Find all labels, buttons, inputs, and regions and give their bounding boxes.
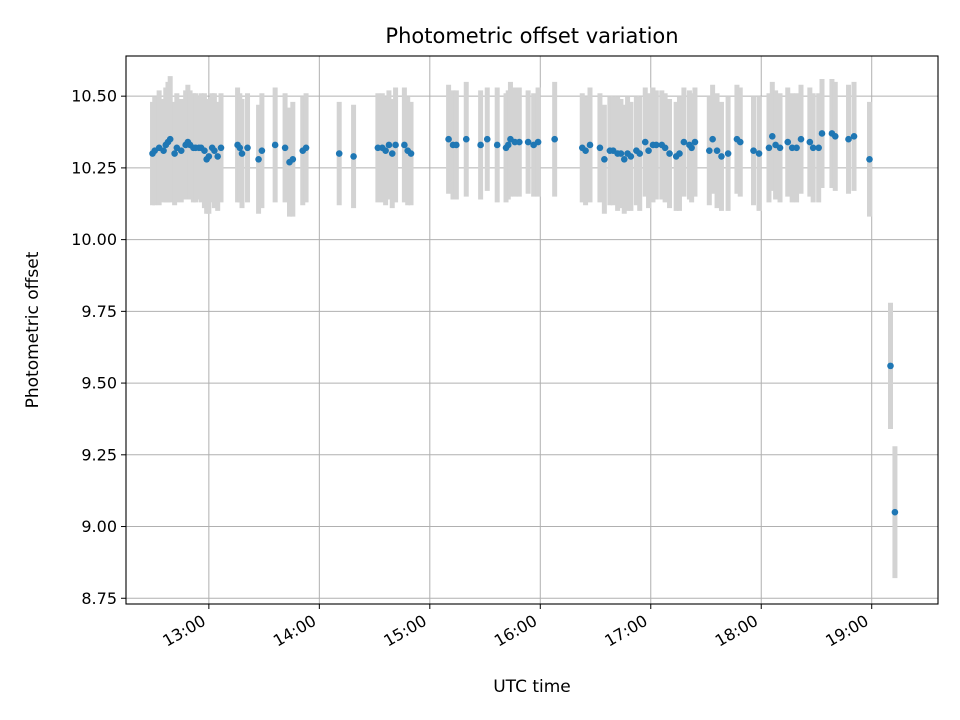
data-point bbox=[166, 135, 174, 143]
y-tick-label: 8.75 bbox=[81, 589, 117, 608]
data-point bbox=[776, 144, 784, 152]
data-point bbox=[850, 133, 858, 140]
data-point bbox=[160, 147, 167, 154]
data-point bbox=[407, 150, 415, 157]
data-point bbox=[620, 155, 628, 163]
data-point bbox=[401, 141, 408, 149]
data-point bbox=[765, 144, 773, 152]
data-point bbox=[244, 144, 251, 152]
x-axis-label: UTC time bbox=[493, 677, 571, 697]
data-point bbox=[736, 138, 744, 146]
data-point bbox=[201, 147, 208, 154]
y-tick-label: 9.00 bbox=[81, 517, 117, 536]
data-point bbox=[258, 147, 266, 154]
data-point bbox=[205, 153, 213, 160]
data-point bbox=[617, 150, 625, 157]
data-point bbox=[887, 362, 894, 370]
data-point bbox=[750, 147, 757, 154]
data-point bbox=[845, 135, 852, 143]
data-point bbox=[515, 138, 523, 146]
data-point bbox=[255, 155, 262, 163]
data-point bbox=[806, 138, 814, 146]
y-tick-label: 9.75 bbox=[81, 302, 117, 321]
data-point bbox=[214, 153, 221, 160]
data-point bbox=[706, 147, 713, 154]
data-point bbox=[866, 155, 873, 163]
y-axis-label: Photometric offset bbox=[23, 251, 43, 408]
data-point bbox=[809, 144, 817, 152]
data-point bbox=[652, 141, 660, 149]
y-tick-label: 10.25 bbox=[71, 158, 117, 177]
data-point bbox=[385, 141, 393, 149]
data-point bbox=[596, 144, 604, 152]
data-point bbox=[462, 135, 470, 143]
data-point bbox=[797, 135, 805, 143]
data-point bbox=[818, 130, 826, 137]
data-point bbox=[171, 150, 178, 157]
data-point bbox=[551, 135, 558, 143]
data-point bbox=[350, 153, 357, 160]
data-point bbox=[680, 138, 688, 146]
data-point bbox=[831, 133, 839, 140]
data-point bbox=[388, 150, 396, 157]
data-point bbox=[217, 144, 225, 152]
data-point bbox=[238, 150, 246, 157]
data-point bbox=[755, 150, 763, 157]
data-point bbox=[211, 147, 218, 154]
data-point bbox=[891, 508, 899, 516]
data-point bbox=[784, 138, 792, 146]
y-tick-label: 9.50 bbox=[81, 374, 117, 393]
data-point bbox=[524, 138, 532, 146]
chart-title: Photometric offset variation bbox=[385, 24, 678, 48]
plot-frame bbox=[125, 55, 939, 605]
data-point bbox=[601, 155, 608, 163]
data-point bbox=[271, 141, 279, 149]
y-axis-ticks: 8.75 9.00 9.25 9.50 9.75 10.00 10.25 10.50 bbox=[71, 87, 126, 608]
data-point bbox=[483, 135, 491, 143]
data-point bbox=[586, 141, 594, 149]
data-point bbox=[177, 147, 185, 154]
data-point bbox=[534, 138, 542, 146]
data-point bbox=[691, 138, 699, 146]
data-point bbox=[713, 147, 721, 154]
data-point bbox=[445, 135, 452, 143]
data-point bbox=[661, 144, 669, 152]
data-point bbox=[335, 150, 343, 157]
data-point bbox=[676, 150, 683, 157]
data-point bbox=[718, 153, 725, 160]
data-point bbox=[645, 147, 652, 154]
data-point bbox=[493, 141, 501, 149]
data-point bbox=[477, 141, 484, 149]
data-point bbox=[289, 155, 297, 163]
data-point bbox=[302, 144, 310, 152]
data-point bbox=[768, 133, 776, 140]
data-point bbox=[709, 135, 716, 143]
data-point bbox=[724, 150, 732, 157]
data-point bbox=[815, 144, 822, 152]
data-point bbox=[236, 144, 244, 152]
data-point bbox=[382, 147, 389, 154]
data-point bbox=[453, 141, 460, 149]
data-point bbox=[636, 150, 644, 157]
data-point bbox=[666, 150, 673, 157]
y-tick-label: 10.50 bbox=[71, 87, 117, 106]
data-point bbox=[793, 144, 800, 152]
data-point bbox=[582, 147, 589, 154]
data-point bbox=[281, 144, 289, 152]
data-point bbox=[392, 141, 399, 149]
y-tick-label: 9.25 bbox=[81, 445, 117, 464]
data-point bbox=[641, 138, 649, 146]
data-point bbox=[688, 144, 695, 152]
data-point bbox=[627, 153, 635, 160]
data-points bbox=[149, 130, 899, 516]
data-point bbox=[504, 141, 512, 149]
y-tick-label: 10.00 bbox=[71, 230, 117, 249]
